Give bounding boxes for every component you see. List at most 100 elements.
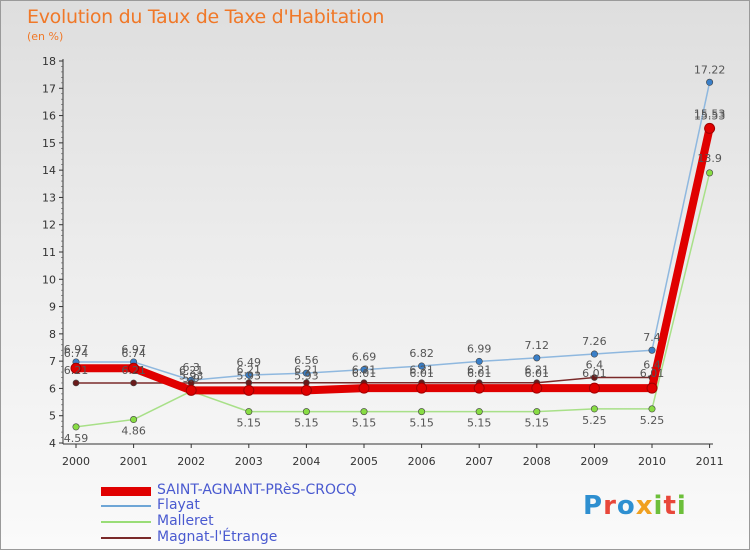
data-point-flayat — [302, 369, 310, 377]
data-point-saint-agnant — [70, 362, 82, 374]
data-point-malleret — [533, 408, 541, 416]
data-label-saint-agnant: 6.01 — [525, 367, 550, 380]
data-label-malleret: 4.59 — [64, 432, 89, 445]
logo-letter: o — [616, 491, 636, 521]
y-tick-label: 12 — [42, 219, 56, 232]
data-point-saint-agnant — [646, 382, 658, 394]
data-point-saint-agnant — [300, 384, 312, 396]
data-label-malleret: 5.15 — [409, 417, 434, 430]
logo-letter: x — [635, 491, 654, 521]
y-tick-label: 4 — [49, 437, 56, 450]
y-tick-label: 7 — [49, 355, 56, 368]
data-label-flayat: 7.26 — [582, 335, 607, 348]
data-label-flayat: 6.82 — [409, 347, 434, 360]
data-point-saint-agnant — [185, 384, 197, 396]
y-tick-label: 8 — [49, 328, 56, 341]
logo-letter: r — [603, 491, 617, 521]
series-line-saint-agnant — [76, 127, 714, 395]
data-label-flayat: 6.3 — [182, 361, 200, 374]
data-point-saint-agnant — [358, 382, 370, 394]
data-label-saint-agnant: 6.74 — [121, 347, 146, 360]
data-label-saint-agnant: 6.01 — [467, 367, 492, 380]
x-tick-label: 2006 — [408, 455, 436, 468]
data-label-malleret: 5.15 — [525, 417, 550, 430]
data-label-magnat: 6.21 — [352, 364, 377, 377]
logo-letter: i — [676, 491, 687, 521]
data-label-magnat: 6.4 — [586, 359, 604, 372]
logo-letter: i — [653, 491, 664, 521]
logo-letter: t — [663, 491, 677, 521]
data-label-magnat: 6.21 — [467, 364, 492, 377]
data-label-flayat: 7.12 — [525, 339, 550, 352]
data-point-malleret — [475, 408, 483, 416]
data-label-magnat: 6.21 — [179, 364, 204, 377]
legend-label-malleret: Malleret — [157, 513, 214, 529]
data-label-saint-agnant: 6.01 — [352, 367, 377, 380]
data-label-flayat: 17.22 — [694, 63, 726, 76]
y-tick-label: 6 — [49, 382, 56, 395]
data-point-saint-agnant — [531, 382, 543, 394]
legend-item-flayat[interactable]: Flayat — [101, 497, 421, 514]
data-label-saint-agnant: 6.01 — [640, 367, 665, 380]
data-point-flayat — [648, 346, 656, 354]
data-label-magnat: 6.21 — [237, 364, 262, 377]
legend-item-magnat[interactable]: Magnat-l'Étrange — [101, 529, 421, 546]
legend-item-malleret[interactable]: Malleret — [101, 513, 421, 530]
legend-label-saint-agnant: SAINT-AGNANT-PRèS-CROCQ — [157, 482, 357, 498]
data-point-malleret — [130, 416, 138, 424]
data-label-flayat: 6.97 — [64, 343, 89, 356]
data-label-flayat: 6.99 — [467, 342, 492, 355]
data-label-magnat: 6.21 — [64, 364, 89, 377]
y-tick-label: 9 — [49, 301, 56, 314]
x-tick-label: 2007 — [465, 455, 493, 468]
data-point-malleret — [706, 169, 714, 177]
data-point-saint-agnant — [243, 384, 255, 396]
y-tick-label: 18 — [42, 55, 56, 68]
data-label-malleret: 5.15 — [294, 417, 319, 430]
legend-swatch-saint-agnant — [101, 487, 151, 496]
x-tick-label: 2002 — [177, 455, 205, 468]
data-point-magnat — [130, 379, 137, 387]
y-tick-label: 5 — [49, 410, 56, 423]
series-line-magnat — [76, 128, 711, 384]
x-tick-label: 2011 — [696, 455, 724, 468]
data-label-magnat: 6.21 — [525, 364, 550, 377]
data-point-saint-agnant — [473, 382, 485, 394]
data-label-malleret: 5.25 — [640, 414, 665, 427]
data-point-saint-agnant — [588, 382, 600, 394]
data-label-magnat: 6.4 — [643, 359, 661, 372]
data-point-flayat — [418, 362, 426, 370]
data-label-saint-agnant: 6.01 — [582, 367, 607, 380]
legend-item-saint-agnant[interactable]: SAINT-AGNANT-PRèS-CROCQ — [101, 482, 421, 499]
x-tick-label: 2003 — [235, 455, 263, 468]
data-label-saint-agnant: 5.93 — [179, 369, 204, 382]
data-label-magnat: 6.21 — [121, 364, 146, 377]
data-point-malleret — [245, 408, 253, 416]
unit-label: (en %) — [27, 30, 64, 43]
data-point-malleret — [418, 408, 426, 416]
data-point-malleret — [72, 423, 80, 431]
data-label-saint-agnant: 6.74 — [64, 347, 89, 360]
data-label-malleret: 5.15 — [352, 417, 377, 430]
data-label-saint-agnant: 15.53 — [694, 107, 726, 120]
data-label-magnat: 6.21 — [294, 364, 319, 377]
data-label-saint-agnant: 5.93 — [237, 369, 262, 382]
data-label-malleret: 13.9 — [697, 152, 722, 165]
data-label-flayat: 7.4 — [643, 331, 661, 344]
y-tick-label: 16 — [42, 110, 56, 123]
legend-swatch-malleret — [101, 521, 151, 523]
y-tick-label: 15 — [42, 137, 56, 150]
data-point-saint-agnant — [704, 122, 716, 134]
data-label-malleret: 5.25 — [582, 414, 607, 427]
data-label-malleret: 5.15 — [237, 417, 262, 430]
data-point-flayat — [245, 371, 253, 379]
data-point-malleret — [648, 405, 656, 413]
proxiti-logo: Proxiti — [583, 491, 687, 521]
data-point-flayat — [475, 357, 483, 365]
chart-title: Evolution du Taux de Taxe d'Habitation — [27, 6, 385, 28]
data-point-malleret — [590, 405, 598, 413]
data-point-flayat — [360, 366, 368, 374]
y-tick-label: 13 — [42, 191, 56, 204]
data-label-saint-agnant: 6.01 — [409, 367, 434, 380]
